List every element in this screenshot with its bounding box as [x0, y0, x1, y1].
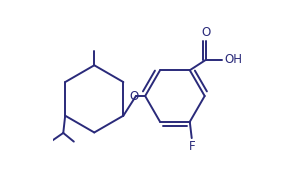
Text: O: O [201, 26, 211, 39]
Text: O: O [129, 89, 139, 103]
Text: OH: OH [224, 53, 242, 66]
Text: F: F [188, 140, 195, 153]
